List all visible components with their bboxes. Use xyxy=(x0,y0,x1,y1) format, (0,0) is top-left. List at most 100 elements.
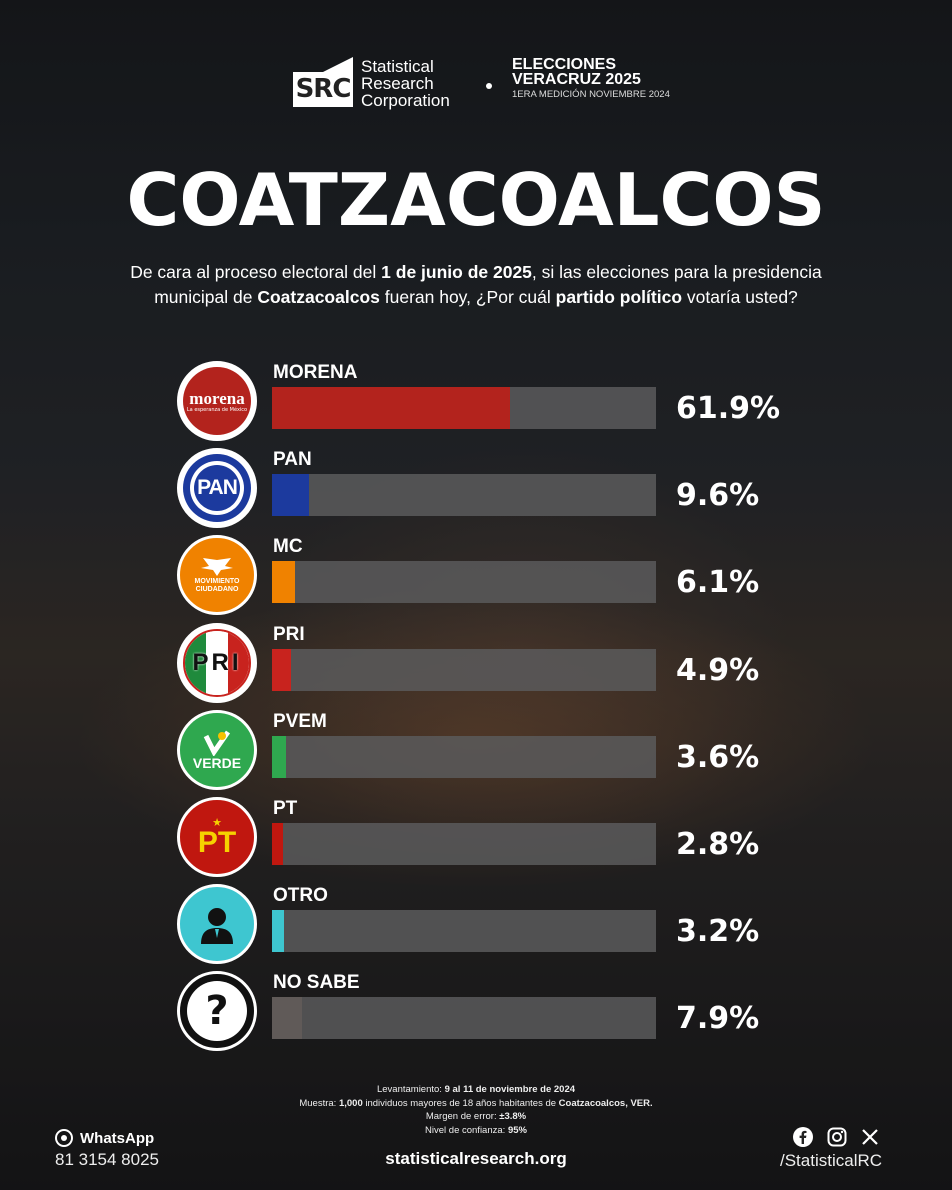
instagram-icon[interactable] xyxy=(827,1127,847,1151)
result-row: morena La esperanza de México MORENA 61.… xyxy=(0,361,952,448)
whatsapp-contact[interactable]: WhatsApp 81 3154 8025 xyxy=(55,1129,159,1170)
result-row: OTRO 3.2% xyxy=(0,884,952,971)
bar-track xyxy=(272,474,656,517)
question-party: partido político xyxy=(555,287,683,307)
bar-track xyxy=(272,561,656,604)
question-text: De cara al proceso electoral del xyxy=(130,262,382,282)
result-row: ? NO SABE 7.9% xyxy=(0,971,952,1058)
bar-track xyxy=(272,910,656,953)
party-name: PVEM xyxy=(273,710,327,732)
methodology-text: Levantamiento: xyxy=(376,1084,445,1095)
bar-fill xyxy=(272,823,283,865)
methodology-value: 9 al 11 de noviembre de 2024 xyxy=(444,1084,576,1095)
bar-fill xyxy=(272,387,510,429)
question-mark-glyph: ? xyxy=(205,988,229,1035)
bar-fill xyxy=(272,910,285,953)
question-mark-icon: ? xyxy=(177,971,257,1052)
party-name: MORENA xyxy=(273,362,358,383)
question-city: Coatzacoalcos xyxy=(257,287,380,307)
mc-logo: MOVIMIENTO CIUDADANO xyxy=(177,535,257,616)
social-handle[interactable]: /StatisticalRC xyxy=(780,1151,883,1170)
methodology-text: Nivel de confianza: xyxy=(425,1124,508,1136)
pan-logo: PAN xyxy=(177,448,257,529)
bar-fill xyxy=(272,735,286,778)
percentage-label: 7.9% xyxy=(676,1001,760,1037)
election-subtitle: 1ERA MEDICIÓN NOVIEMBRE 2024 xyxy=(512,89,670,100)
survey-question: De cara al proceso electoral del 1 de ju… xyxy=(130,260,822,310)
result-row: VERDE PVEM 3.6% xyxy=(0,709,952,797)
morena-logo: morena La esperanza de México xyxy=(177,361,257,441)
brand-name-line: Statistical xyxy=(361,57,434,76)
percentage-label: 3.6% xyxy=(676,739,760,775)
result-row: PAN PAN 9.6% xyxy=(0,448,952,535)
whatsapp-icon xyxy=(55,1129,73,1147)
src-logo: SRC xyxy=(293,57,353,107)
result-row: PRI PRI 4.9% xyxy=(0,622,952,710)
brand-name: Statistical Research Corporation xyxy=(361,58,450,109)
pri-logo: PRI xyxy=(177,622,257,703)
page-title: COATZACOALCOS xyxy=(126,158,826,242)
party-name: PRI xyxy=(273,623,305,645)
percentage-label: 6.1% xyxy=(676,565,760,601)
social-icons xyxy=(793,1127,879,1151)
bar-track xyxy=(272,387,656,429)
result-row: MOVIMIENTO CIUDADANO MC 6.1% xyxy=(0,535,952,622)
methodology-value: 1,000 xyxy=(338,1097,363,1109)
toucan-check-icon xyxy=(203,730,231,756)
bar-fill xyxy=(272,997,303,1040)
percentage-label: 4.9% xyxy=(676,652,760,688)
election-line-1: ELECCIONES xyxy=(512,56,617,73)
person-icon xyxy=(177,884,257,965)
website-link[interactable]: statisticalresearch.org xyxy=(385,1149,567,1168)
brand-name-line: Corporation xyxy=(361,91,450,110)
bar-fill xyxy=(272,474,309,517)
morena-logo-subtext: La esperanza de México xyxy=(186,406,248,413)
brand-name-line: Research xyxy=(361,74,434,93)
x-icon[interactable] xyxy=(861,1128,879,1150)
pt-logo: ★ PT xyxy=(177,797,257,877)
percentage-label: 61.9% xyxy=(676,391,781,426)
bar-fill xyxy=(272,561,296,604)
pvem-logo-text: VERDE xyxy=(192,754,242,771)
methodology-value: ±3.8% xyxy=(499,1111,527,1122)
party-name: PAN xyxy=(273,449,312,471)
party-name: PT xyxy=(273,798,298,819)
bar-track xyxy=(272,648,656,691)
election-line-2: VERACRUZ 2025 xyxy=(512,71,641,88)
pt-logo-text: PT xyxy=(197,825,237,859)
facebook-icon[interactable] xyxy=(793,1127,813,1151)
methodology-text: Margen de error: xyxy=(425,1111,500,1122)
election-header: ELECCIONES VERACRUZ 2025 1ERA MEDICIÓN N… xyxy=(512,56,670,101)
question-text: votaría usted? xyxy=(682,287,798,307)
percentage-label: 3.2% xyxy=(676,914,760,950)
methodology-value: 95% xyxy=(507,1124,527,1136)
methodology-text: Muestra: xyxy=(299,1097,339,1109)
party-name: MC xyxy=(273,536,303,558)
question-text: , si las elecciones para la presidencia … xyxy=(154,262,822,307)
pan-logo-text: PAN xyxy=(197,476,238,500)
party-name: OTRO xyxy=(273,885,328,907)
whatsapp-number[interactable]: 81 3154 8025 xyxy=(55,1150,159,1169)
bar-track xyxy=(272,735,656,778)
methodology-note: Levantamiento: 9 al 11 de noviembre de 2… xyxy=(200,1083,752,1137)
mc-logo-text: MOVIMIENTO CIUDADANO xyxy=(194,578,240,594)
header: SRC Statistical Research Corporation ELE… xyxy=(0,47,952,117)
whatsapp-label: WhatsApp xyxy=(80,1129,155,1147)
star-icon: ★ xyxy=(212,815,222,829)
bar-track xyxy=(272,823,656,865)
logo-text: SRC xyxy=(293,72,353,107)
methodology-text: individuos mayores de 18 años habitantes… xyxy=(362,1097,559,1109)
bar-track xyxy=(272,997,656,1040)
question-date: 1 de junio de 2025 xyxy=(381,262,532,282)
eagle-icon xyxy=(201,558,233,577)
header-separator-dot xyxy=(486,83,492,89)
percentage-label: 9.6% xyxy=(676,478,760,514)
percentage-label: 2.8% xyxy=(676,827,760,862)
morena-logo-text: morena xyxy=(189,388,245,408)
pvem-logo: VERDE xyxy=(177,709,257,790)
methodology-value: Coatzacoalcos, VER. xyxy=(558,1097,653,1109)
bar-fill xyxy=(272,648,291,691)
question-text: fueran hoy, ¿Por cuál xyxy=(379,287,556,307)
result-row: ★ PT PT 2.8% xyxy=(0,797,952,884)
party-name: NO SABE xyxy=(273,972,360,994)
